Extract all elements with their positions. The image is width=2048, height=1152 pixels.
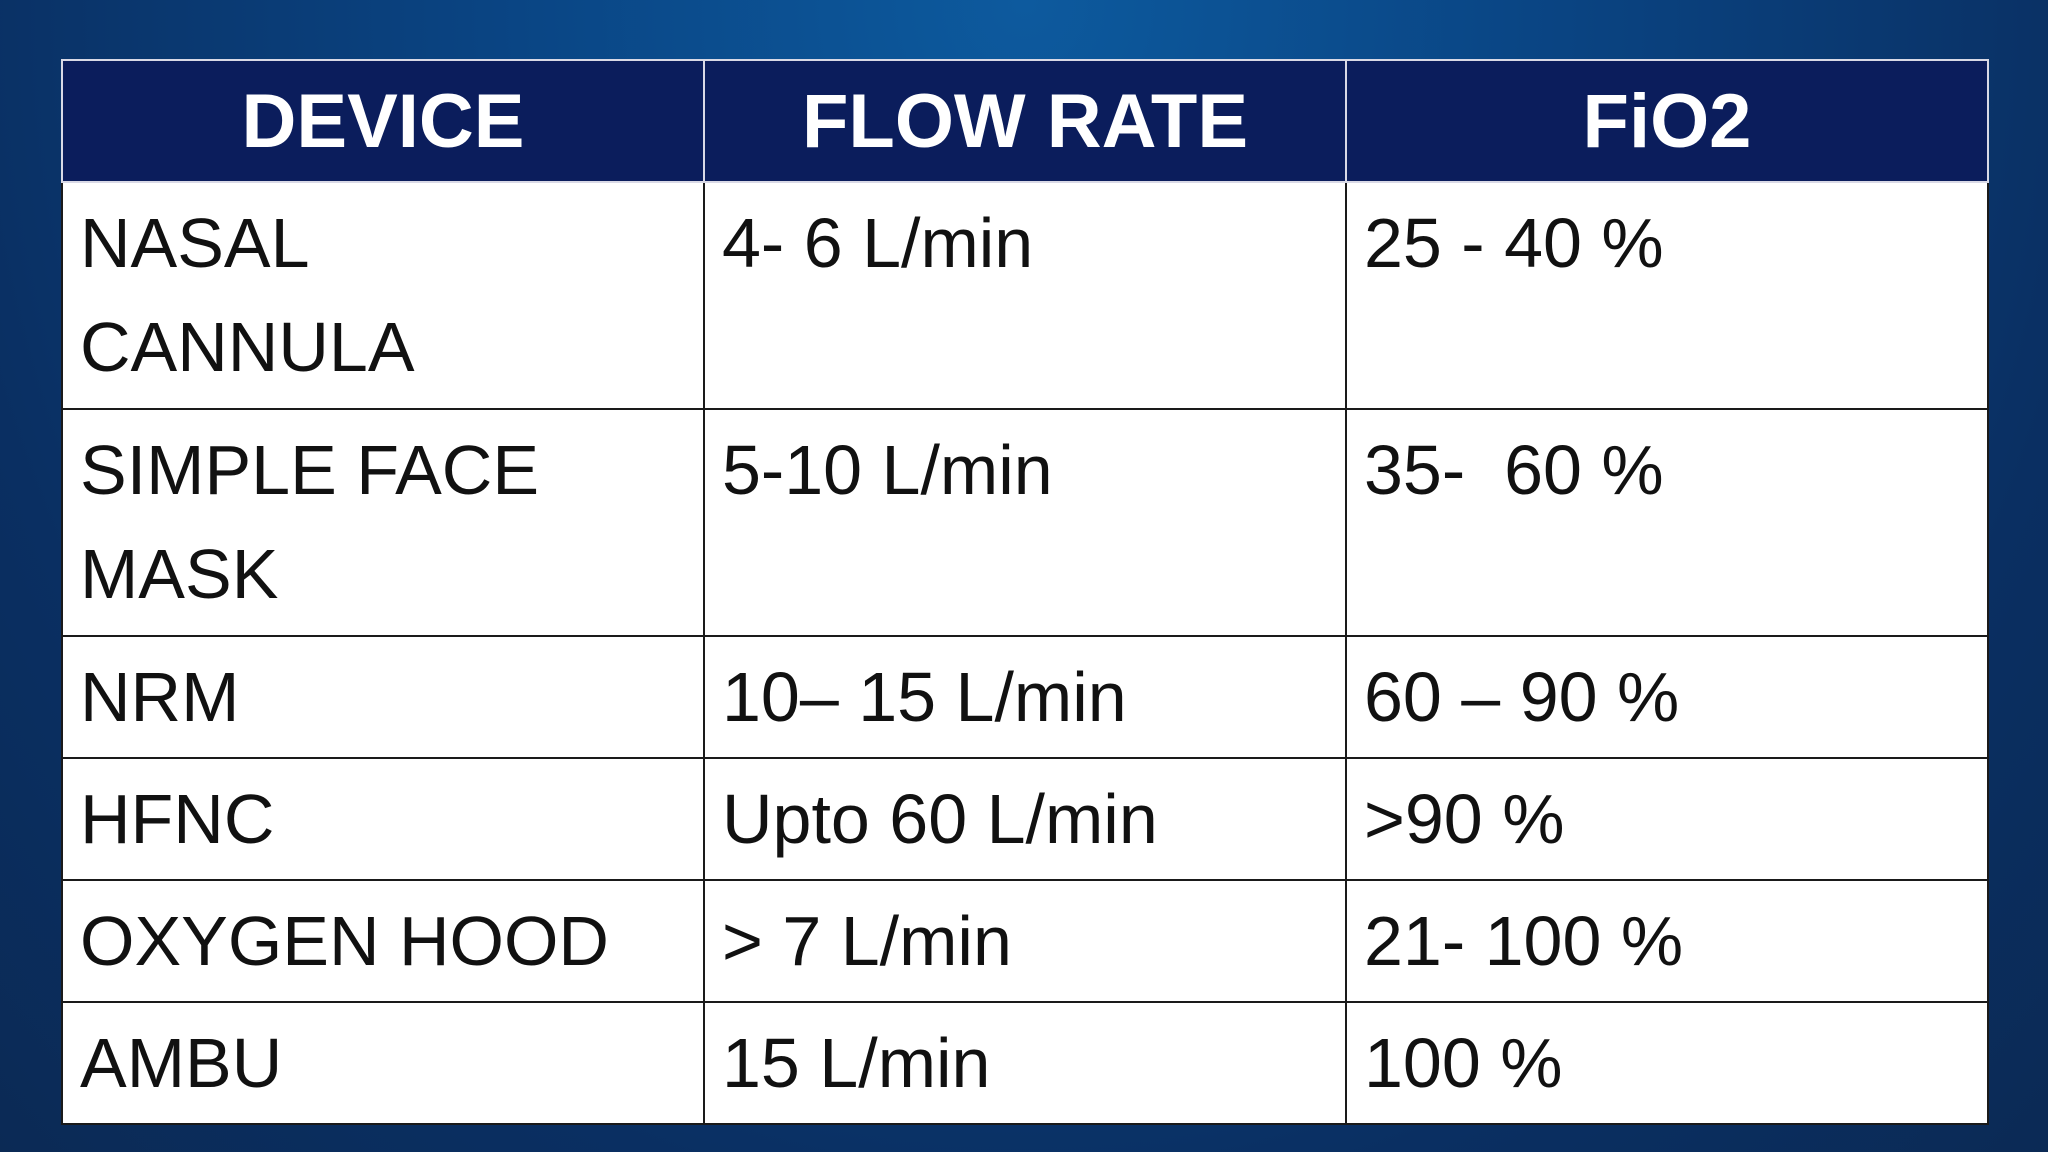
table-row: AMBU 15 L/min 100 % bbox=[61, 1001, 1989, 1125]
table-row: NRM 10– 15 L/min 60 – 90 % bbox=[61, 635, 1989, 759]
table-cell: 25 - 40 % bbox=[1345, 181, 1989, 410]
table-cell: 15 L/min bbox=[703, 1001, 1347, 1125]
table-cell: >90 % bbox=[1345, 757, 1989, 881]
table-cell: 5-10 L/min bbox=[703, 408, 1347, 637]
table-cell: 60 – 90 % bbox=[1345, 635, 1989, 759]
table-cell: NASAL CANNULA bbox=[61, 181, 705, 410]
table-cell: 35- 60 % bbox=[1345, 408, 1989, 637]
table-cell: AMBU bbox=[61, 1001, 705, 1125]
header-cell: DEVICE bbox=[61, 59, 705, 183]
table-cell: 100 % bbox=[1345, 1001, 1989, 1125]
oxygen-device-table: DEVICE FLOW RATE FiO2 NASAL CANNULA 4- 6 L/… bbox=[61, 59, 1989, 1125]
table-cell: 10– 15 L/min bbox=[703, 635, 1347, 759]
table-row: SIMPLE FACE MASK 5-10 L/min 35- 60 % bbox=[61, 408, 1989, 637]
table-cell: SIMPLE FACE MASK bbox=[61, 408, 705, 637]
table-body: NASAL CANNULA 4- 6 L/min 25 - 40 % SIMPLE F… bbox=[61, 181, 1989, 1125]
header-cell: FLOW RATE bbox=[703, 59, 1347, 183]
table-cell: HFNC bbox=[61, 757, 705, 881]
table-cell: NRM bbox=[61, 635, 705, 759]
table-cell: 21- 100 % bbox=[1345, 879, 1989, 1003]
table-row: NASAL CANNULA 4- 6 L/min 25 - 40 % bbox=[61, 181, 1989, 410]
table-cell: > 7 L/min bbox=[703, 879, 1347, 1003]
table-cell: OXYGEN HOOD bbox=[61, 879, 705, 1003]
table-cell: 4- 6 L/min bbox=[703, 181, 1347, 410]
table-row: OXYGEN HOOD > 7 L/min 21- 100 % bbox=[61, 879, 1989, 1003]
table-cell: Upto 60 L/min bbox=[703, 757, 1347, 881]
header-cell: FiO2 bbox=[1345, 59, 1989, 183]
header-row: DEVICE FLOW RATE FiO2 bbox=[61, 59, 1989, 183]
table-row: HFNC Upto 60 L/min >90 % bbox=[61, 757, 1989, 881]
